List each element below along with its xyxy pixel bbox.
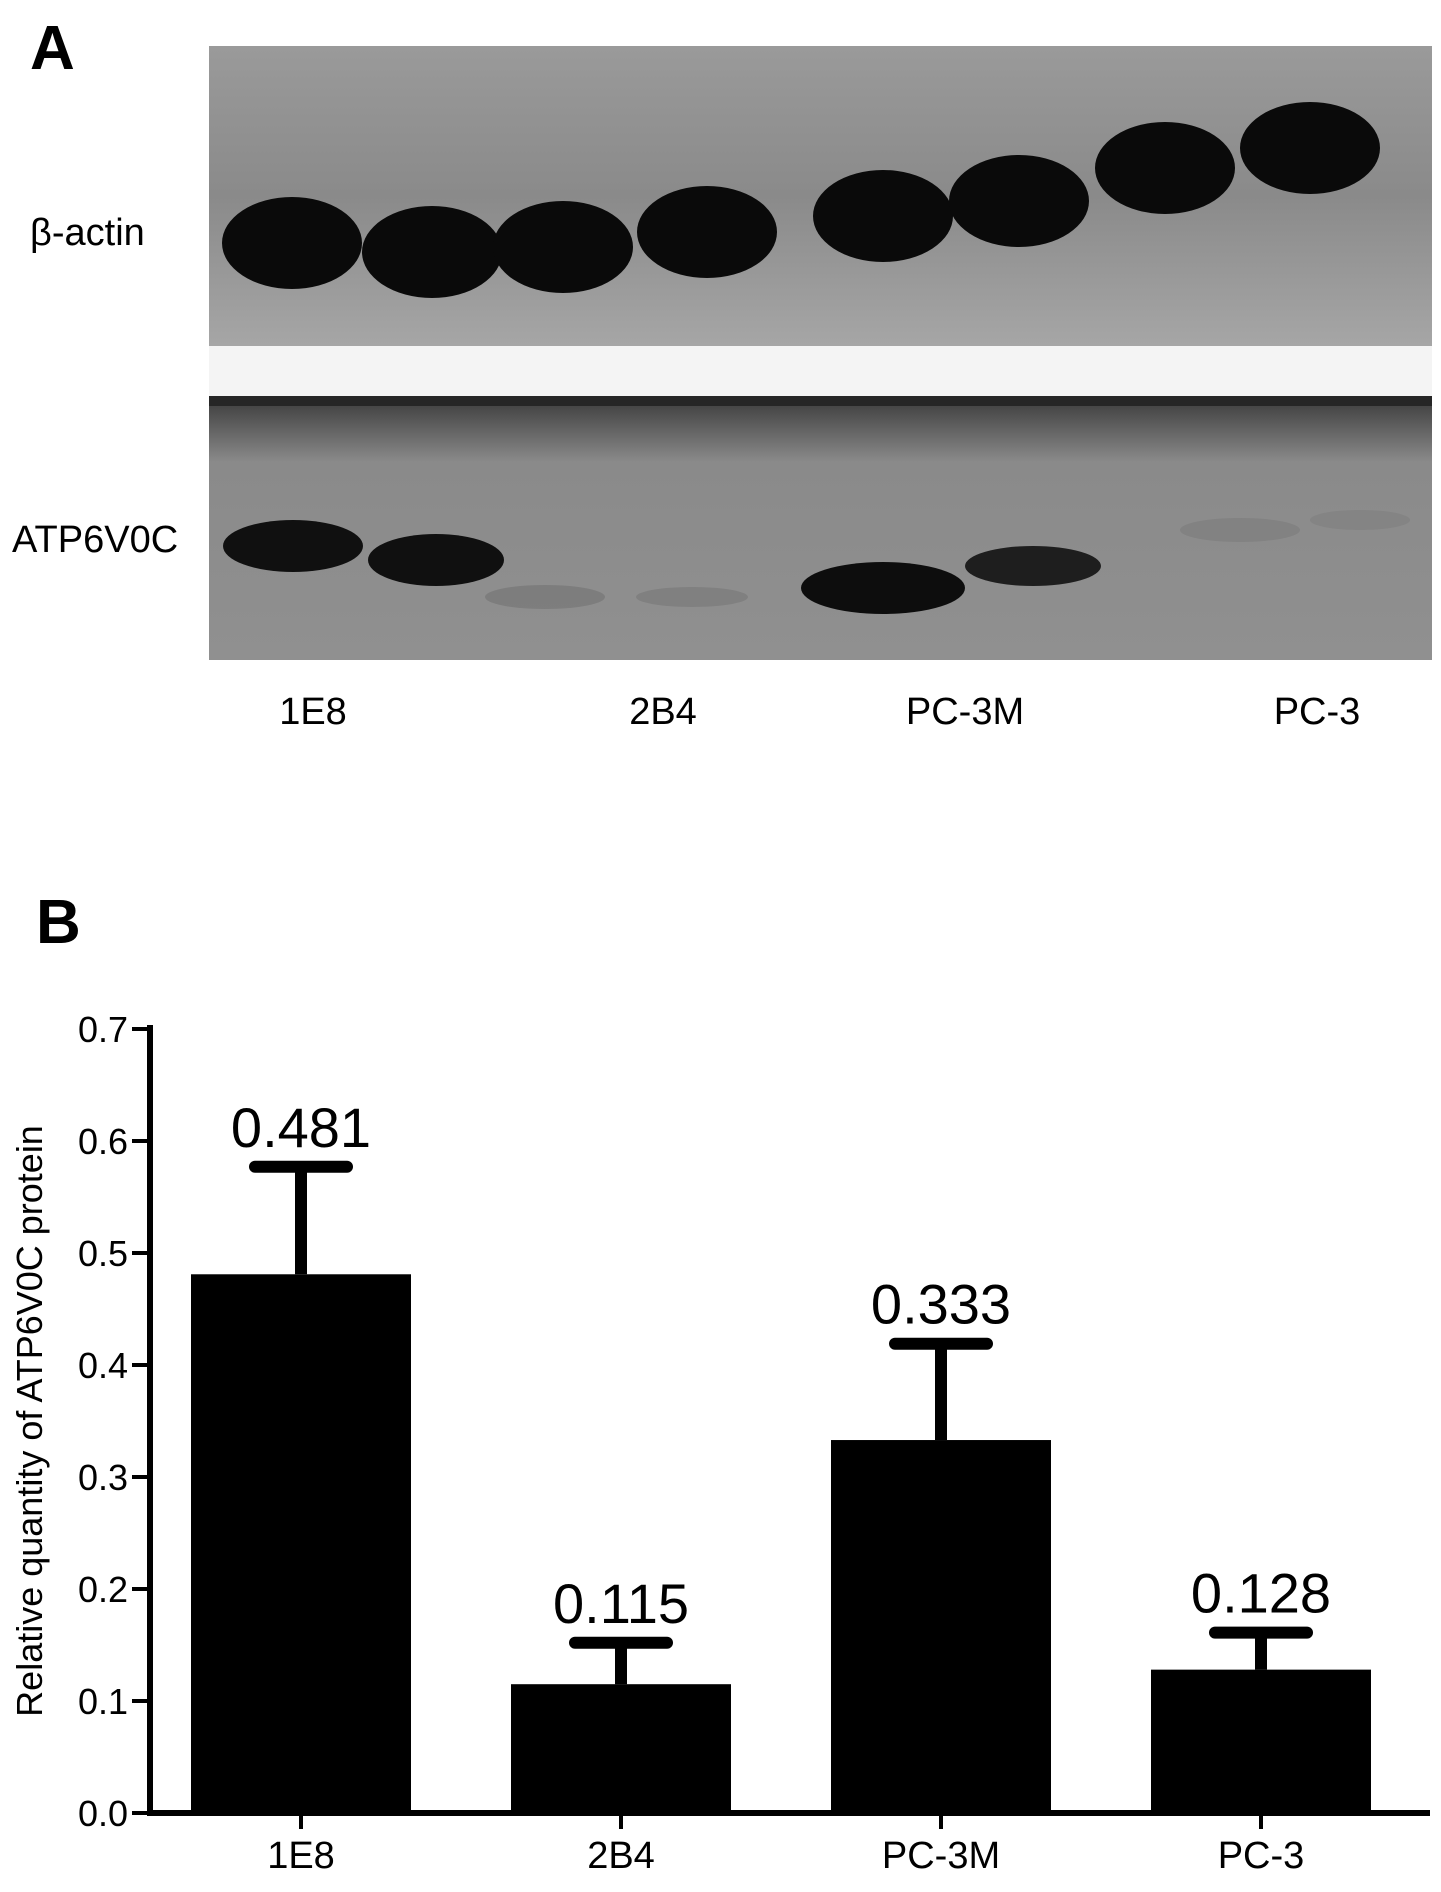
actin-band-6 [949, 155, 1089, 247]
lane-label-2b4: 2B4 [629, 691, 697, 733]
x-tick-label-pc-3: PC-3 [1218, 1835, 1305, 1877]
bar-2b4 [511, 1684, 731, 1813]
y-tick-label: 0.4 [78, 1345, 128, 1386]
atp6v0c-band-7 [1180, 518, 1300, 542]
y-tick-label: 0.2 [78, 1569, 128, 1610]
actin-band-3 [493, 201, 633, 293]
lane-label-pc-3: PC-3 [1273, 691, 1361, 733]
actin-band-8 [1240, 102, 1380, 194]
actin-band-1 [222, 197, 362, 289]
membrane-separator [209, 346, 1432, 396]
y-tick-label: 0.1 [78, 1681, 128, 1722]
actin-band-7 [1095, 122, 1235, 214]
bars: 0.481 0.115 0.333 0.128 [191, 1096, 1371, 1813]
x-tick-label-1e8: 1E8 [267, 1835, 335, 1877]
actin-band-4 [637, 186, 777, 278]
lane-label-pc-3m: PC-3M [905, 691, 1025, 733]
y-tick-label: 0.5 [78, 1233, 128, 1274]
atp-membrane [209, 396, 1432, 660]
atp6v0c-band-3 [485, 585, 605, 609]
actin-bands [222, 102, 1380, 298]
atp-bands [223, 510, 1410, 614]
atp6v0c-band-1 [223, 520, 363, 572]
x-tick-label-pc-3m: PC-3M [882, 1835, 1000, 1877]
y-axis-ticks: 0.0 0.1 0.2 0.3 0.4 0.5 0.6 0.7 [78, 1009, 150, 1834]
x-axis-ticks: 1E8 2B4 PC-3M PC-3 [267, 1813, 1304, 1877]
panel-a-letter: A [30, 14, 75, 83]
y-tick-label: 0.3 [78, 1457, 128, 1498]
western-blot [209, 46, 1432, 660]
panel-b-letter: B [36, 888, 81, 957]
y-tick-label: 0.6 [78, 1121, 128, 1162]
data-label-pc-3m: 0.333 [871, 1273, 1011, 1336]
data-label-1e8: 0.481 [231, 1096, 371, 1159]
bar-pc-3m [831, 1440, 1051, 1813]
atp-membrane-top-edge [209, 396, 1432, 406]
row-label-atp6v0c: ATP6V0C [12, 519, 179, 561]
y-axis-title: Relative quantity of ATP6V0C protein [9, 1125, 50, 1717]
data-label-pc-3: 0.128 [1191, 1562, 1331, 1625]
lane-label-1e8: 1E8 [279, 691, 347, 733]
bar-1e8 [191, 1274, 411, 1813]
atp6v0c-band-8 [1310, 510, 1410, 530]
y-tick-label: 0.0 [78, 1793, 128, 1834]
bar-chart: Relative quantity of ATP6V0C protein 0.0… [9, 1009, 1430, 1877]
atp6v0c-band-6 [965, 546, 1101, 586]
atp6v0c-band-4 [636, 587, 748, 607]
atp6v0c-band-5 [801, 562, 965, 614]
data-label-2b4: 0.115 [553, 1572, 689, 1635]
bar-pc-3 [1151, 1669, 1371, 1813]
y-tick-label: 0.7 [78, 1009, 128, 1050]
row-label-beta-actin: β-actin [30, 212, 145, 254]
actin-band-5 [813, 170, 953, 262]
atp6v0c-band-2 [368, 534, 504, 586]
x-tick-label-2b4: 2B4 [587, 1835, 655, 1877]
actin-band-2 [362, 206, 502, 298]
